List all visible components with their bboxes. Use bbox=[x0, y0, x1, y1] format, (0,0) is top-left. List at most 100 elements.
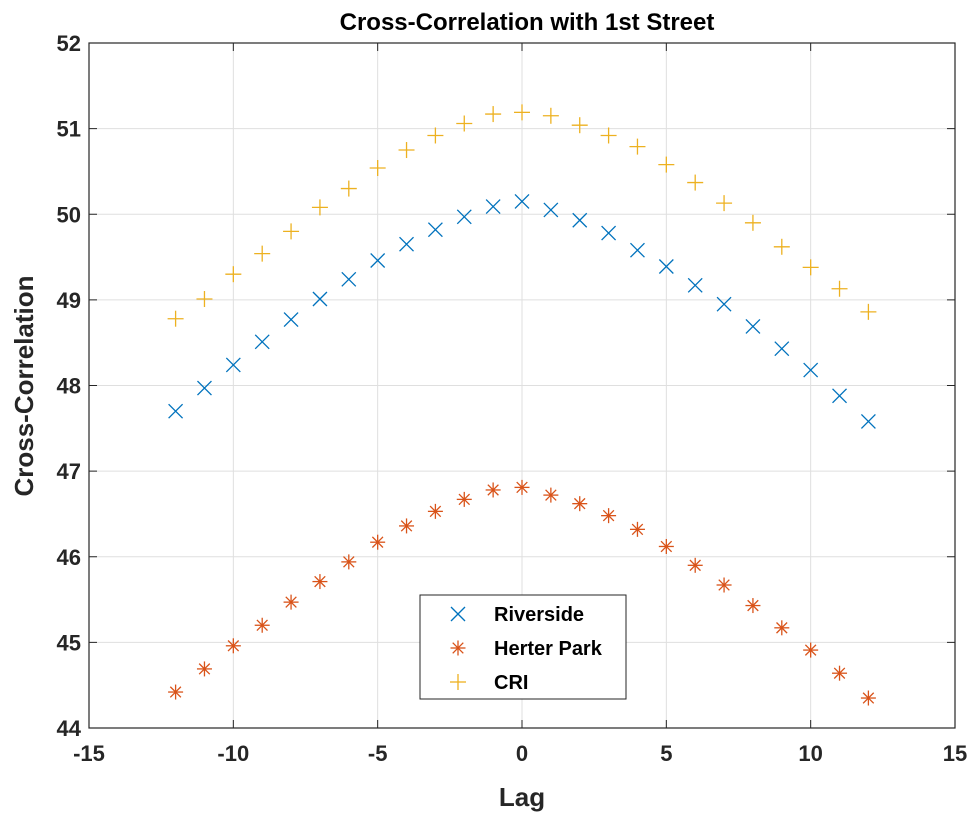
data-point-herter-park bbox=[196, 661, 212, 677]
data-point-cri bbox=[254, 245, 271, 262]
data-point-herter-park bbox=[485, 482, 501, 498]
x-tick-label: -15 bbox=[73, 741, 105, 766]
data-point-cri bbox=[340, 180, 357, 197]
data-point-riverside bbox=[341, 271, 357, 287]
data-point-riverside bbox=[370, 253, 386, 268]
x-tick-label: -10 bbox=[217, 741, 249, 766]
legend-label-cri: CRI bbox=[494, 672, 528, 694]
y-tick-label: 48 bbox=[57, 374, 81, 399]
data-point-riverside bbox=[716, 296, 732, 312]
legend-label-herter-park: Herter Park bbox=[494, 638, 603, 660]
data-point-herter-park bbox=[427, 503, 443, 519]
data-point-riverside bbox=[197, 380, 212, 396]
data-point-herter-park bbox=[543, 487, 559, 503]
axis-ticks: -15 -10 -5 0 5 10 15 44 45 46 47 48 49 50 51 52 bbox=[57, 31, 968, 766]
x-tick-label: 5 bbox=[660, 741, 672, 766]
y-tick-label: 47 bbox=[57, 459, 81, 484]
data-point-herter-park bbox=[514, 479, 530, 495]
data-point-cri bbox=[831, 280, 848, 297]
data-point-cri bbox=[658, 156, 675, 173]
data-point-cri bbox=[485, 106, 502, 123]
data-point-cri bbox=[600, 127, 617, 144]
data-point-herter-park bbox=[168, 684, 184, 700]
legend-markers bbox=[450, 606, 466, 690]
y-tick-label: 45 bbox=[57, 630, 81, 655]
y-tick-label: 49 bbox=[57, 288, 81, 313]
data-point-herter-park bbox=[370, 534, 386, 550]
data-point-riverside bbox=[687, 277, 703, 293]
data-point-cri bbox=[456, 115, 473, 132]
data-point-cri bbox=[542, 107, 559, 124]
legend: Riverside Herter Park CRI bbox=[419, 594, 627, 700]
legend-marker-herter-park bbox=[450, 640, 466, 656]
data-point-herter-park bbox=[572, 496, 588, 512]
data-point-cri bbox=[225, 266, 242, 283]
y-tick-label: 52 bbox=[57, 31, 81, 56]
data-point-cri bbox=[571, 117, 588, 134]
data-point-cri bbox=[311, 199, 328, 216]
data-point-herter-park bbox=[254, 617, 270, 633]
data-point-riverside bbox=[312, 291, 328, 307]
data-point-riverside bbox=[803, 362, 819, 378]
x-axis-title: Lag bbox=[499, 782, 545, 812]
data-point-herter-park bbox=[745, 598, 761, 614]
legend-marker-riverside bbox=[450, 606, 466, 622]
chart-title: Cross-Correlation with 1st Street bbox=[340, 9, 715, 36]
data-point-herter-park bbox=[601, 508, 617, 524]
x-tick-label: 10 bbox=[798, 741, 822, 766]
data-point-riverside bbox=[254, 334, 270, 350]
data-point-herter-park bbox=[399, 518, 415, 534]
data-point-herter-park bbox=[716, 577, 732, 593]
data-point-herter-park bbox=[687, 557, 703, 573]
data-point-herter-park bbox=[658, 538, 674, 554]
y-tick-label: 46 bbox=[57, 545, 81, 570]
data-point-riverside bbox=[514, 193, 530, 209]
data-point-riverside bbox=[630, 242, 645, 258]
data-point-riverside bbox=[168, 403, 184, 419]
data-point-cri bbox=[427, 127, 444, 144]
data-point-riverside bbox=[745, 318, 761, 334]
data-point-herter-park bbox=[312, 574, 328, 590]
data-point-herter-park bbox=[629, 521, 645, 537]
data-point-cri bbox=[860, 303, 877, 320]
data-point-herter-park bbox=[456, 491, 472, 507]
data-point-riverside bbox=[860, 414, 876, 429]
data-point-cri bbox=[398, 142, 415, 159]
y-tick-label: 50 bbox=[57, 202, 81, 227]
data-point-riverside bbox=[283, 312, 299, 328]
y-tick-label: 51 bbox=[57, 117, 81, 142]
data-point-herter-park bbox=[803, 642, 819, 658]
data-point-cri bbox=[167, 310, 184, 327]
data-point-herter-park bbox=[341, 554, 357, 570]
x-tick-label: -5 bbox=[368, 741, 388, 766]
data-point-riverside bbox=[399, 236, 414, 252]
data-point-riverside bbox=[485, 199, 501, 215]
data-point-riverside bbox=[456, 209, 472, 225]
data-point-herter-park bbox=[860, 690, 876, 706]
data-point-cri bbox=[687, 174, 704, 191]
data-point-riverside bbox=[572, 212, 588, 228]
data-point-cri bbox=[369, 160, 386, 177]
x-tick-label: 0 bbox=[516, 741, 528, 766]
data-point-cri bbox=[716, 195, 733, 212]
data-point-riverside bbox=[658, 259, 674, 274]
data-point-riverside bbox=[225, 357, 241, 373]
legend-marker-cri bbox=[450, 674, 466, 690]
data-point-cri bbox=[773, 238, 790, 255]
data-point-herter-park bbox=[283, 594, 299, 610]
data-point-riverside bbox=[774, 341, 790, 357]
data-point-riverside bbox=[427, 222, 443, 238]
data-point-cri bbox=[514, 104, 530, 121]
legend-label-riverside: Riverside bbox=[494, 604, 584, 626]
data-point-cri bbox=[283, 223, 300, 240]
data-point-herter-park bbox=[774, 620, 790, 636]
y-axis-title: Cross-Correlation bbox=[9, 275, 39, 496]
x-tick-label: 15 bbox=[943, 741, 967, 766]
y-tick-label: 44 bbox=[57, 716, 82, 741]
data-point-riverside bbox=[832, 388, 847, 404]
data-point-riverside bbox=[601, 225, 617, 241]
data-marks bbox=[167, 104, 877, 706]
data-point-cri bbox=[744, 214, 761, 231]
data-point-riverside bbox=[543, 202, 559, 218]
